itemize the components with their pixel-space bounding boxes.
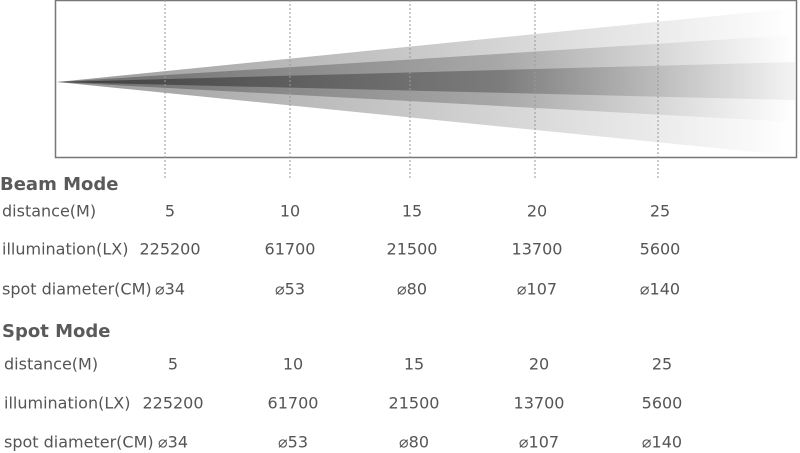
cell-value: 5600 — [642, 394, 683, 413]
cell-value: 13700 — [514, 394, 565, 413]
cell-value: ⌀34 — [155, 280, 185, 299]
cell-value: 21500 — [389, 394, 440, 413]
cell-value: 25 — [652, 355, 672, 374]
cell-value: ⌀80 — [397, 280, 427, 299]
cell-value: 61700 — [265, 240, 316, 259]
beam-diagram — [54, 0, 798, 180]
cell-value: ⌀107 — [517, 280, 557, 299]
row-label: spot diameter(CM) — [2, 280, 152, 299]
cell-value: 225200 — [142, 394, 203, 413]
section-title: Beam Mode — [0, 174, 118, 195]
cell-value: ⌀140 — [640, 280, 680, 299]
cell-value: 15 — [402, 202, 422, 221]
cell-value: 10 — [280, 202, 300, 221]
spec-tables: Beam Mode distance(M) 5 10 15 20 25 illuminatio… — [0, 174, 682, 452]
cell-value: ⌀53 — [278, 433, 308, 452]
row-label: distance(M) — [2, 202, 96, 221]
cell-value: ⌀34 — [158, 433, 188, 452]
section-title: Spot Mode — [2, 321, 110, 342]
cell-value: ⌀80 — [399, 433, 429, 452]
cell-value: ⌀107 — [519, 433, 559, 452]
cell-value: 20 — [527, 202, 547, 221]
cell-value: 61700 — [268, 394, 319, 413]
cell-value: 20 — [529, 355, 549, 374]
cell-value: 5 — [165, 202, 175, 221]
cell-value: 15 — [404, 355, 424, 374]
distance-markers — [164, 0, 659, 180]
inner-cone — [57, 62, 795, 100]
cell-value: ⌀53 — [275, 280, 305, 299]
cell-value: 225200 — [139, 240, 200, 259]
cell-value: 5600 — [640, 240, 681, 259]
row-label: distance(M) — [4, 355, 98, 374]
cell-value: 13700 — [512, 240, 563, 259]
cell-value: 10 — [283, 355, 303, 374]
cell-value: 21500 — [387, 240, 438, 259]
row-label: spot diameter(CM) — [4, 433, 154, 452]
cell-value: ⌀140 — [642, 433, 682, 452]
cell-value: 5 — [168, 355, 178, 374]
row-label: illumination(LX) — [2, 240, 128, 259]
cell-value: 25 — [650, 202, 670, 221]
row-label: illumination(LX) — [4, 394, 130, 413]
